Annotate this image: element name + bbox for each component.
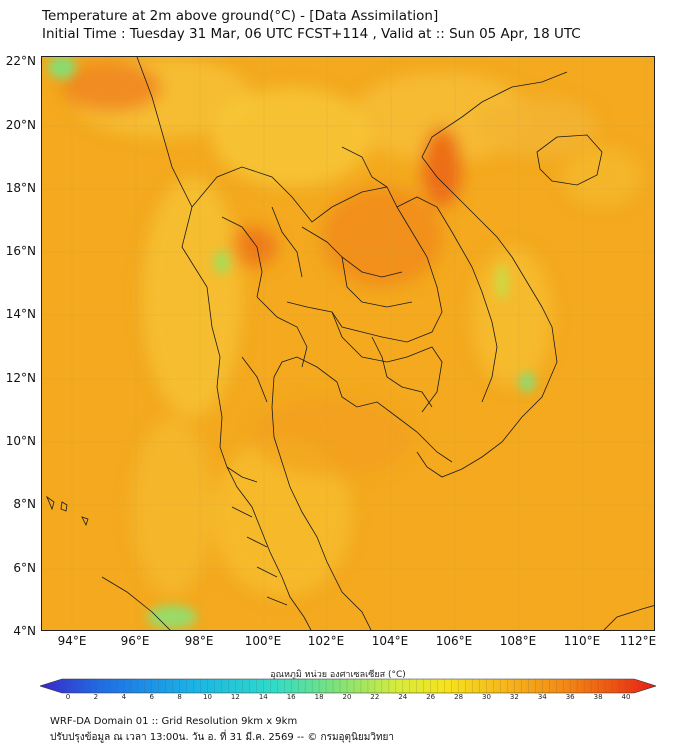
colorbar-tick-label: 20 [342,693,352,701]
colorbar-tick-label: 0 [65,693,71,701]
colorbar-tick-label: 8 [177,693,182,701]
colorbar-tick-label: 34 [537,693,547,701]
graticule [42,57,654,630]
colorbar-label: อุณหภูมิ หน่วย องศาเซลเซียส (°C) [270,670,406,680]
colorbar-tick-label: 18 [314,693,324,701]
colorbar-tick-label: 4 [121,693,127,701]
temperature-patches [62,57,642,597]
colorbar-tick-label: 24 [398,693,408,701]
colorbar-tick-label: 6 [149,693,154,701]
lat-label: 22°N [5,54,36,68]
lon-label: 100°E [244,634,282,648]
cool-spots [48,57,535,629]
colorbar-tick-label: 38 [593,693,603,701]
lon-label: 104°E [371,634,409,648]
colorbar-tick-label: 36 [565,693,575,701]
colorbar-tick-label: 14 [258,693,268,701]
lon-label: 112°E [619,634,657,648]
colorbar-tick-label: 12 [230,693,240,701]
lat-label: 12°N [5,371,36,385]
lat-label: 10°N [5,434,36,448]
colorbar-tick-label: 30 [482,693,491,701]
footer-grid-info: WRF-DA Domain 01 :: Grid Resolution 9km … [50,716,298,727]
colorbar-bar [40,678,656,694]
colorbar-tick-label: 28 [454,693,464,701]
lat-label: 16°N [5,244,36,258]
lon-label: 108°E [499,634,537,648]
colorbar [40,678,656,694]
lon-label: 96°E [120,634,150,648]
footer-update-info: ปรับปรุงข้อมูล ณ เวลา 13:00น. วัน อ. ที่… [50,732,395,743]
lat-label: 8°N [13,497,36,511]
lat-label: 14°N [5,307,36,321]
temperature-field-svg [42,57,654,630]
lon-label: 110°E [563,634,601,648]
colorbar-tick-label: 32 [509,693,519,701]
colorbar-tick-label: 16 [286,693,296,701]
colorbar-tick-label: 22 [370,693,380,701]
map-subtitle: Initial Time : Tuesday 31 Mar, 06 UTC FC… [42,26,581,42]
colorbar-tick-label: 2 [93,693,99,701]
lon-label: 94°E [57,634,87,648]
lat-label: 18°N [5,181,36,195]
lat-label: 20°N [5,118,36,132]
colorbar-tick-label: 10 [203,693,212,701]
temperature-map [41,56,655,631]
lat-label: 4°N [13,624,36,638]
colorbar-tick-label: 26 [426,693,436,701]
lat-label: 6°N [13,561,36,575]
colorbar-tick-label: 40 [621,693,631,701]
lon-label: 98°E [184,634,214,648]
coastlines-and-borders [46,57,654,630]
lon-label: 102°E [307,634,345,648]
lon-label: 106°E [435,634,473,648]
map-title: Temperature at 2m above ground(°C) - [Da… [42,8,439,24]
